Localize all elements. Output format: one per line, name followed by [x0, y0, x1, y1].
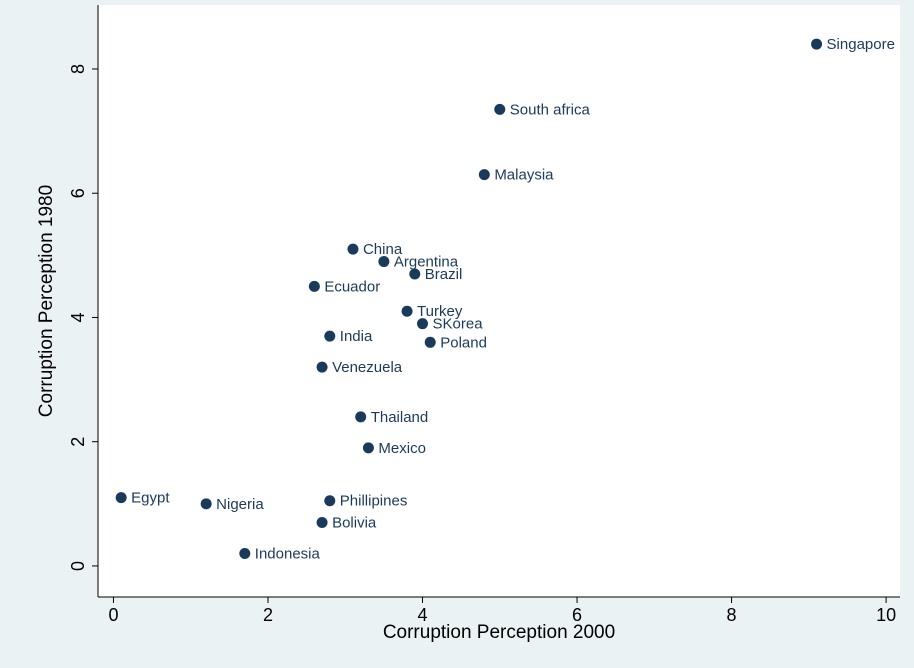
- x-tick-label: 10: [876, 605, 896, 625]
- point: [200, 498, 212, 510]
- point-label: Indonesia: [255, 545, 321, 562]
- x-axis-title: Corruption Perception 2000: [383, 622, 615, 643]
- y-tick-label: 2: [68, 437, 88, 447]
- x-tick-label: 2: [263, 605, 273, 625]
- point-label: Singapore: [827, 36, 895, 53]
- point: [401, 305, 413, 317]
- point-label: Egypt: [131, 490, 170, 507]
- point: [324, 330, 336, 342]
- x-tick-label: 0: [108, 605, 118, 625]
- y-tick-label: 8: [68, 64, 88, 74]
- point: [378, 256, 390, 268]
- point-label: Brazil: [425, 266, 463, 283]
- point: [478, 169, 490, 181]
- y-tick-label: 0: [68, 561, 88, 571]
- point-label: Nigeria: [216, 496, 264, 513]
- x-tick-label: 8: [727, 605, 737, 625]
- point-label: China: [363, 241, 403, 258]
- point-label: SKorea: [433, 316, 484, 333]
- point: [347, 243, 359, 255]
- point-label: Thailand: [371, 409, 429, 426]
- point-label: Argentina: [394, 254, 459, 271]
- point: [239, 548, 251, 560]
- point-label: Phillipines: [340, 493, 408, 510]
- point: [424, 336, 436, 348]
- point-label: Venezuela: [332, 359, 403, 376]
- point-label: India: [340, 328, 373, 345]
- y-axis-title: Corruption Perception 1980: [36, 185, 57, 417]
- y-tick-label: 4: [68, 312, 88, 322]
- point: [409, 268, 421, 280]
- point: [115, 492, 127, 504]
- x-tick-label: 4: [418, 605, 428, 625]
- point: [811, 38, 823, 50]
- point-label: Poland: [440, 334, 487, 351]
- y-tick-label: 6: [68, 188, 88, 198]
- point: [308, 280, 320, 292]
- x-tick-label: 6: [572, 605, 582, 625]
- point: [355, 411, 367, 423]
- point: [362, 442, 374, 454]
- point: [494, 103, 506, 115]
- point-label: Ecuador: [324, 278, 380, 295]
- point-label: South africa: [510, 101, 591, 118]
- point-label: Mexico: [378, 440, 426, 457]
- point-label: Malaysia: [494, 167, 554, 184]
- point-label: Turkey: [417, 303, 463, 320]
- plot-area: [98, 5, 900, 597]
- point: [316, 516, 328, 528]
- point-label: Bolivia: [332, 514, 377, 531]
- point: [316, 361, 328, 373]
- point: [324, 495, 336, 507]
- point: [417, 318, 429, 330]
